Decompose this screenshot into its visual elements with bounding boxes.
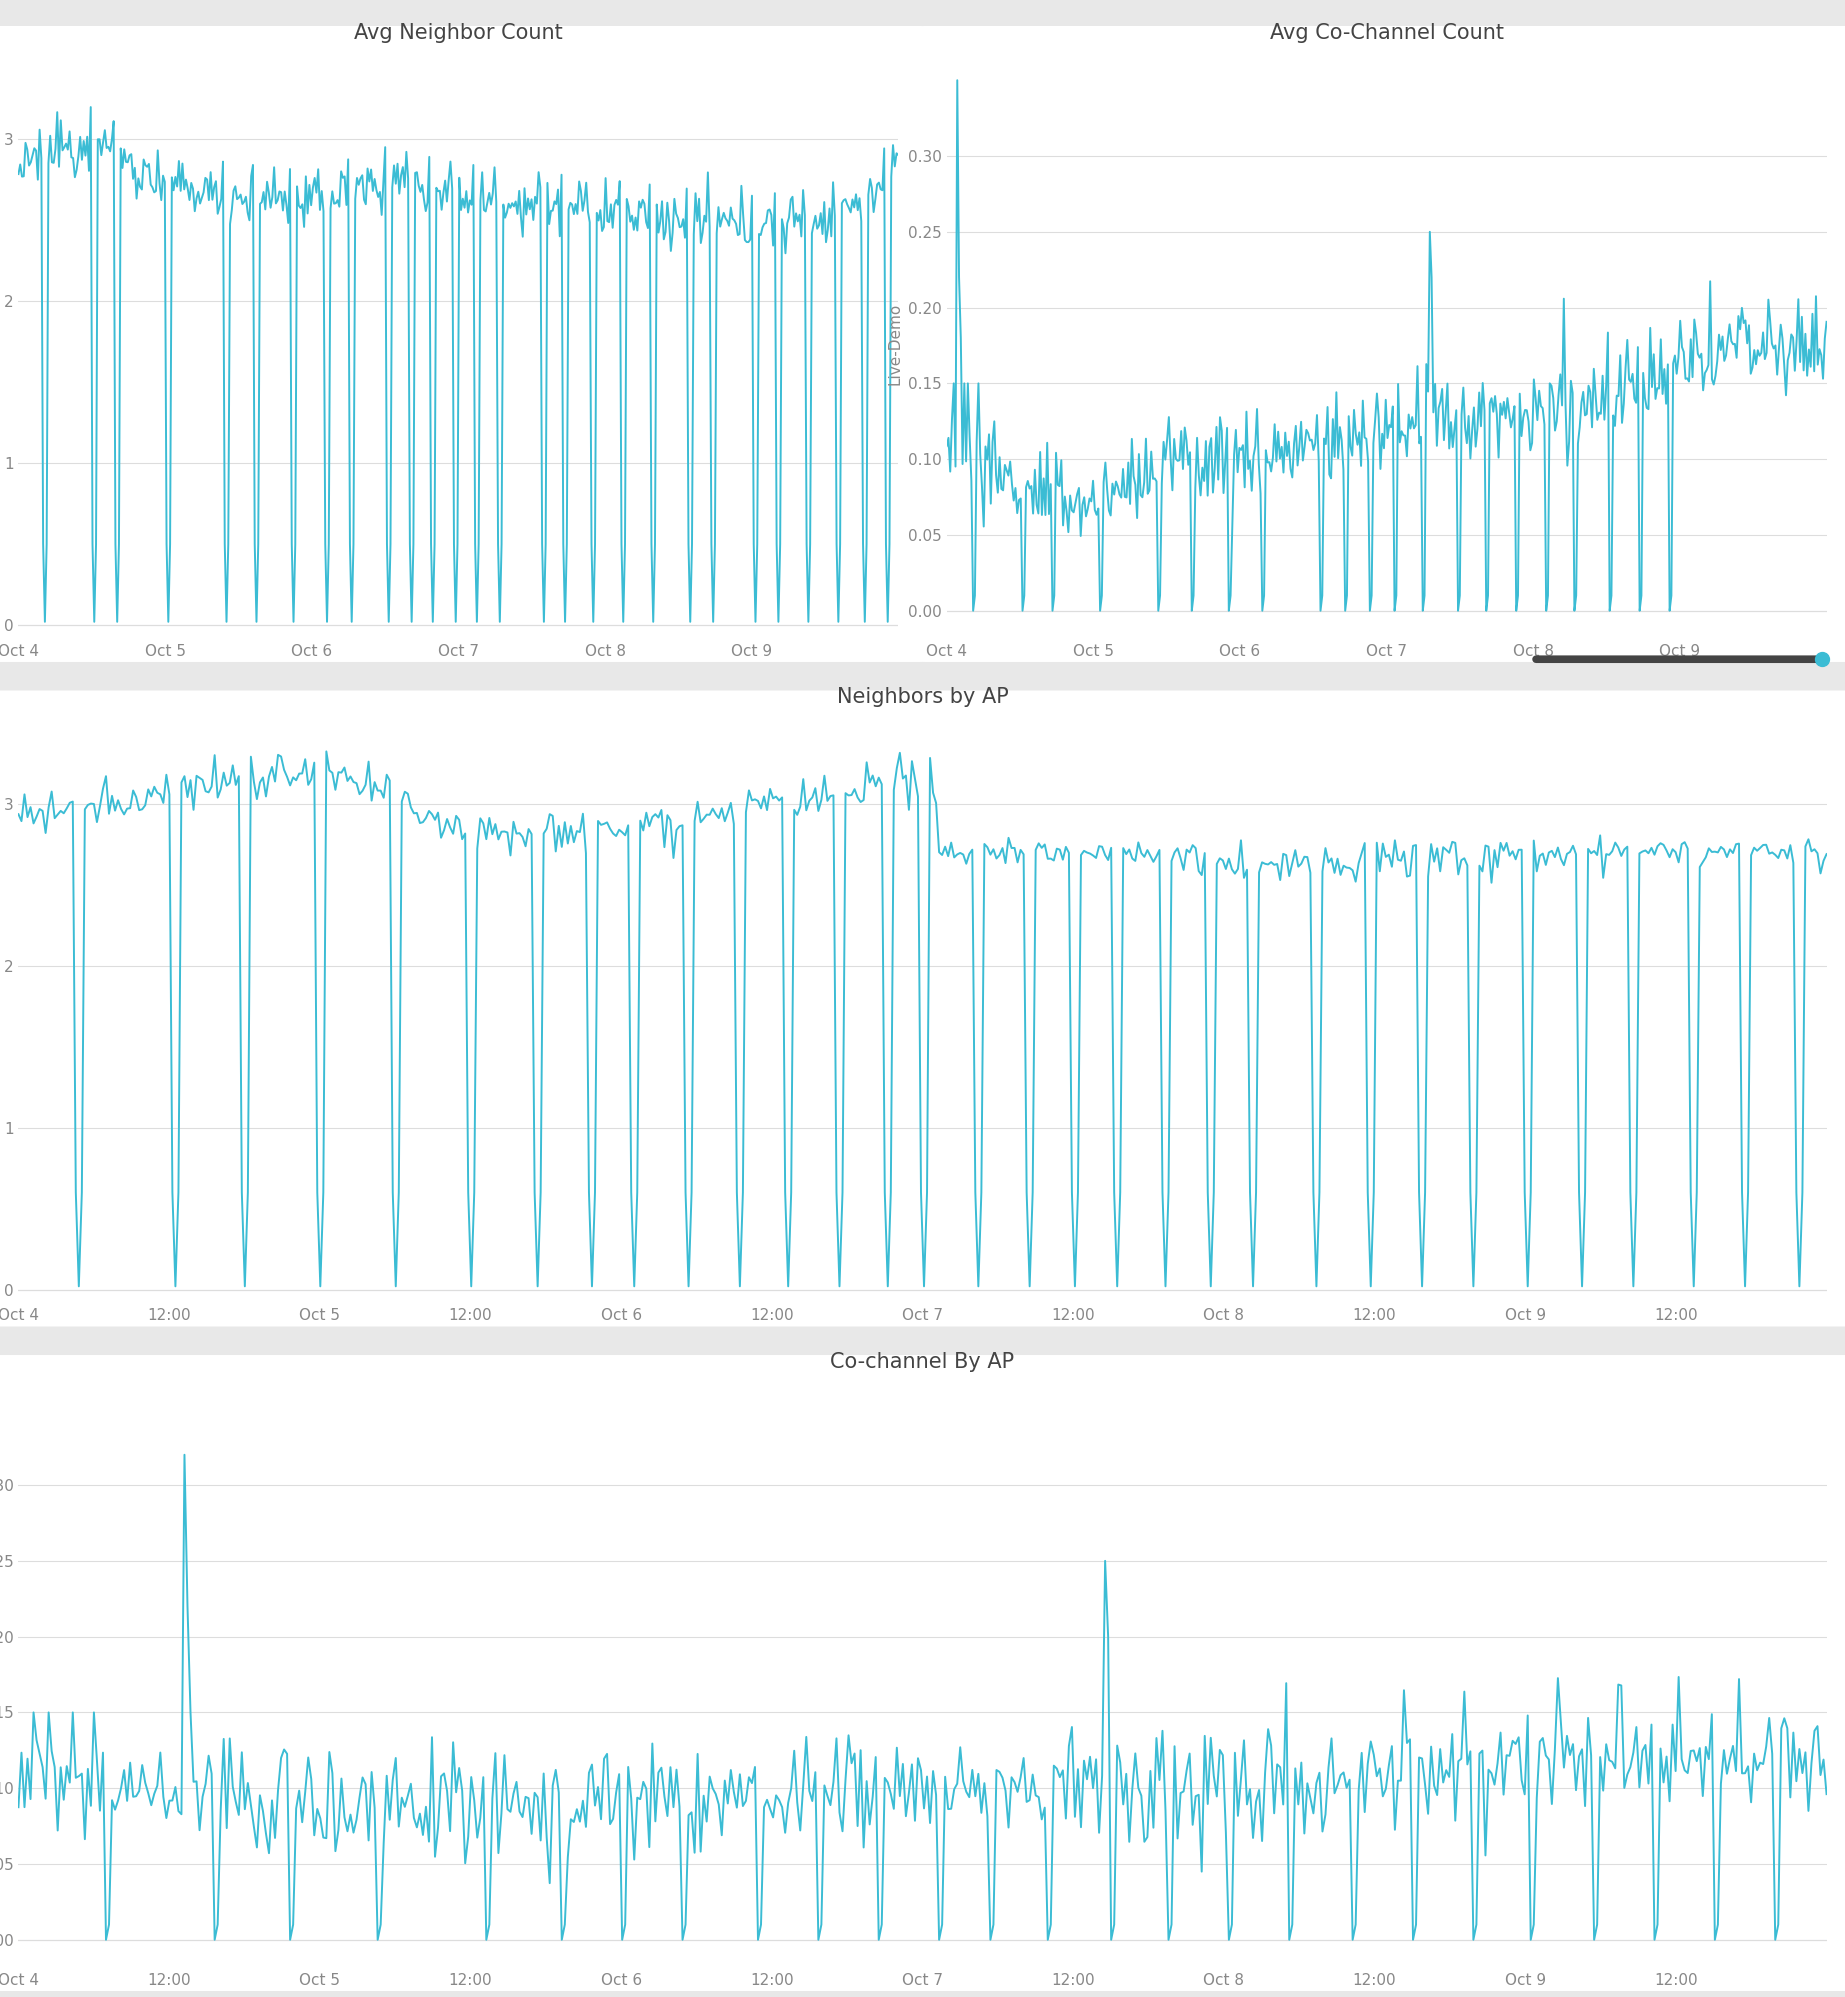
Y-axis label: Live-Demo: Live-Demo [887,304,902,385]
Title: Avg Neighbor Count: Avg Neighbor Count [354,22,563,42]
Title: Co-channel By AP: Co-channel By AP [830,1352,1015,1372]
Title: Neighbors by AP: Neighbors by AP [836,687,1009,707]
Title: Avg Co-Channel Count: Avg Co-Channel Count [1269,22,1504,42]
